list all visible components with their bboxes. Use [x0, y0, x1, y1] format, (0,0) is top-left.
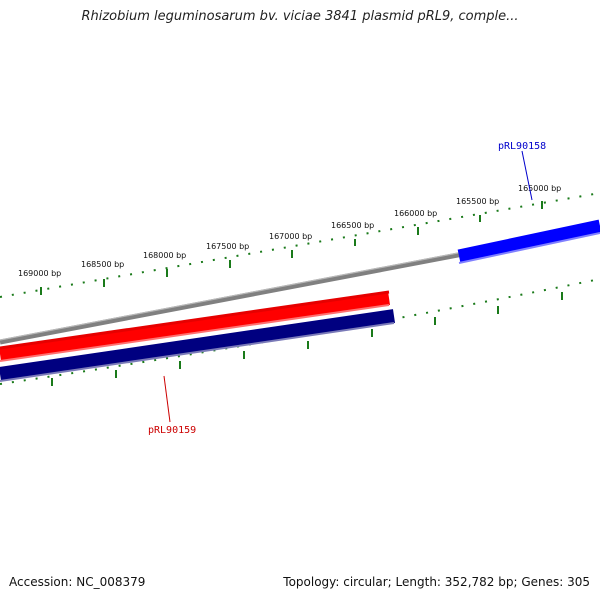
scale-label: 165500 bp — [456, 197, 499, 206]
scale-label: 167000 bp — [269, 232, 312, 241]
gene-prl90158-body — [457, 219, 600, 263]
gene-prl90159-label[interactable]: pRL90159 — [148, 425, 196, 436]
map-title: Rhizobium leguminosarum bv. viciae 3841 … — [81, 9, 519, 24]
scale-label: 168000 bp — [143, 251, 186, 260]
scale-label: 166000 bp — [394, 209, 437, 218]
gene-reverse-lower-edge — [0, 322, 395, 382]
inner-tick-ring — [0, 278, 600, 385]
outer-tick-ring — [0, 192, 600, 298]
gene-reverse-strand-arrow[interactable] — [0, 309, 396, 382]
accession-label: Accession: NC_008379 — [9, 575, 146, 589]
scale-label: 167500 bp — [206, 242, 249, 251]
scale-label: 166500 bp — [331, 221, 374, 230]
gene-prl90158-leader — [521, 150, 533, 201]
gene-prl90159-lower-edge — [0, 304, 390, 362]
gene-prl90159-shade — [0, 290, 390, 350]
gene-prl90158-arrow[interactable] — [457, 219, 600, 264]
scale-label: 168500 bp — [81, 260, 124, 269]
gene-reverse-body — [0, 309, 396, 381]
genome-summary-label: Topology: circular; Length: 352,782 bp; … — [283, 575, 590, 589]
gene-prl90159-arrow[interactable] — [0, 290, 390, 362]
gene-prl90158-label[interactable]: pRL90158 — [498, 141, 546, 152]
scale-label: 169000 bp — [18, 269, 61, 278]
gene-prl90159-body — [0, 291, 390, 361]
gene-prl90158-lower-edge — [458, 232, 600, 264]
gene-prl90159-leader — [163, 375, 171, 423]
scale-label: 165000 bp — [518, 184, 561, 193]
